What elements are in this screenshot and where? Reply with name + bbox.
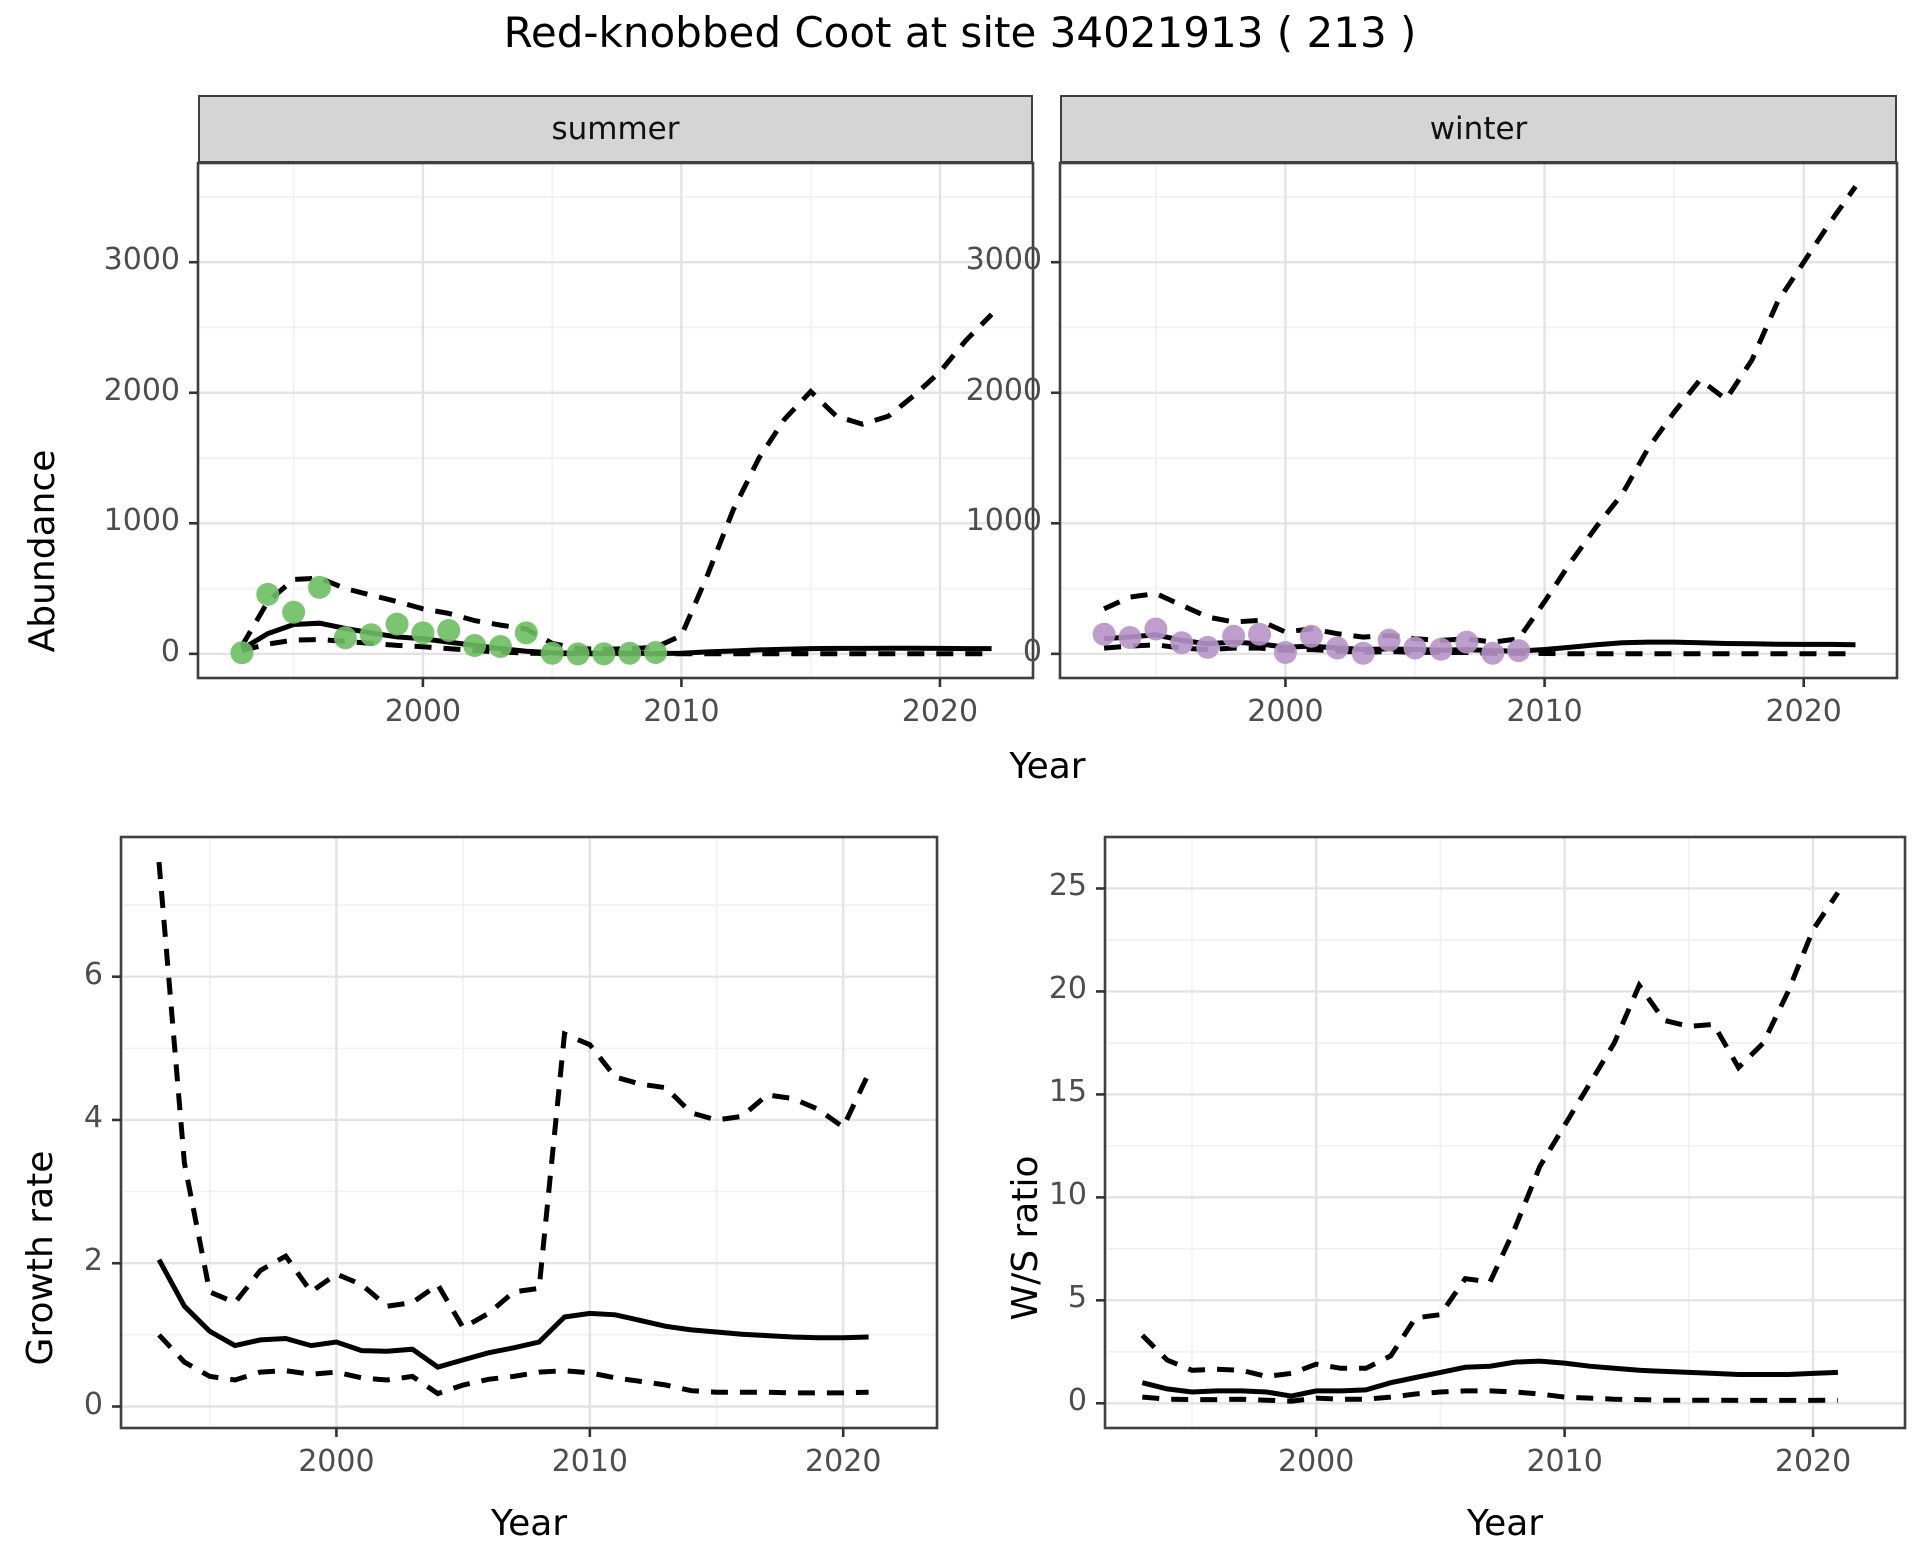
x-tick-label: 2020 [1765,694,1842,729]
y-tick-label: 1000 [103,503,180,539]
observed-count-point [1170,631,1194,655]
y-tick-label: 6 [83,956,103,992]
y-tick-label: 3000 [103,242,180,278]
observed-count-point [1222,624,1246,648]
panel-border [1058,161,1899,680]
observed-count-point [1118,626,1142,650]
upper-ci-dashed-line [239,312,994,652]
x-tick-label: 2000 [298,1444,375,1479]
figure-title: Red-knobbed Coot at site 34021913 ( 213 … [503,8,1417,57]
panel-abundance-summer [189,161,1035,687]
y-axis-title-abundance: Abundance [22,449,63,652]
observed-count-point [514,621,538,645]
y-tick-label: 15 [1048,1074,1087,1110]
observed-count-point [385,612,409,636]
y-tick-label: 0 [83,1386,103,1422]
observed-count-point [1377,628,1401,652]
facet-strip-summer-label: summer [551,111,680,147]
x-tick-label: 2010 [1526,1444,1603,1479]
y-tick-label: 0 [1067,1383,1087,1419]
panel-border [119,835,939,1430]
x-tick-label: 2010 [551,1444,628,1479]
x-axis-title-year-top: Year [1009,746,1086,787]
observed-count-point [1092,622,1116,646]
panel-ws-ratio [1096,835,1907,1437]
observed-count-point [1248,622,1272,646]
x-axis-title-year-growth: Year [490,1503,568,1544]
observed-count-point [1455,630,1479,654]
y-tick-label: 3000 [965,242,1042,278]
fitted-mean-line [1141,1358,1839,1399]
y-tick-label: 25 [1048,868,1087,904]
observed-count-point [1299,624,1323,648]
panel-background [1060,163,1897,678]
y-tick-label: 4 [83,1099,103,1135]
facet-strip-winter-label: winter [1429,111,1528,147]
y-tick-label: 2 [83,1243,103,1279]
x-tick-label: 2010 [1506,694,1583,729]
panel-background [198,163,1033,678]
upper-ci-dashed-line [1140,891,1840,1380]
observed-count-point [592,642,616,666]
facet-strip-winter: winter [1060,95,1897,163]
observed-count-point [359,623,383,647]
observed-count-point [463,633,487,657]
panel-border [1103,835,1907,1430]
observed-count-point [1429,637,1453,661]
panel-growth-rate [112,835,939,1437]
y-tick-label: 0 [1022,633,1042,669]
panel-background [1105,837,1905,1428]
observed-count-point [1196,635,1220,659]
observed-count-point [540,641,564,665]
panel-abundance-winter [1051,161,1899,687]
x-axis-title-year-ws: Year [1466,1503,1544,1544]
y-tick-label: 2000 [103,372,180,408]
observed-count-point [1325,636,1349,660]
observed-count-point [566,642,590,666]
observed-count-point [333,626,357,650]
x-tick-label: 2020 [901,694,979,729]
observed-count-point [1351,641,1375,665]
x-tick-label: 2010 [643,694,720,729]
y-tick-label: 2000 [965,372,1042,408]
y-tick-label: 5 [1067,1280,1087,1316]
observed-count-point [411,621,435,645]
y-tick-label: 20 [1048,971,1087,1007]
x-tick-label: 2000 [1277,1444,1355,1479]
lower-ci-dashed-line [1103,642,1856,657]
observed-count-point [1144,617,1168,641]
observed-count-point [488,635,512,659]
observed-count-point [256,582,280,606]
x-tick-label: 2020 [805,1444,882,1479]
facet-strip-summer: summer [198,95,1033,163]
upper-ci-dashed-line [1103,185,1858,645]
observed-count-point [1273,641,1297,665]
lower-ci-dashed-line [1142,1388,1838,1404]
lower-ci-dashed-line [157,1333,869,1397]
fitted-mean-line [156,1258,869,1370]
x-tick-label: 2020 [1774,1444,1852,1479]
observed-count-point [1507,639,1531,663]
y-tick-label: 0 [160,633,180,669]
panel-border [196,161,1035,680]
observed-count-point [230,641,254,665]
x-tick-label: 2000 [1247,694,1324,729]
x-tick-label: 2000 [384,694,462,729]
panel-background [121,837,937,1428]
upper-ci-dashed-line [156,861,871,1332]
y-tick-label: 1000 [965,503,1042,539]
observed-count-point [1481,641,1505,665]
y-tick-label: 10 [1048,1177,1087,1213]
observed-count-point [437,618,461,642]
observed-count-point [308,575,332,599]
observed-count-point [282,600,306,624]
observed-count-point [644,641,668,665]
observed-count-point [618,641,642,665]
observed-count-point [1403,636,1427,660]
